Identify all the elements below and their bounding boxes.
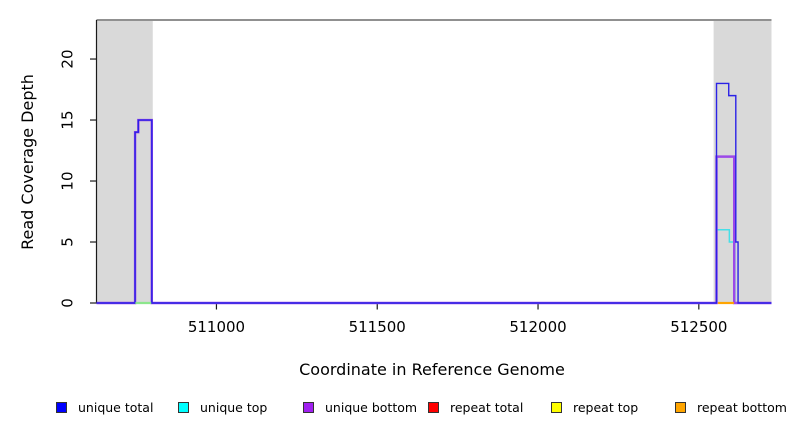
chart-legend: unique total unique top unique bottom repea…: [0, 398, 792, 420]
legend-label: unique top: [200, 399, 268, 415]
y-tick-label: 15: [59, 110, 77, 129]
series-line-unique-total: [96, 82, 772, 304]
legend-item-unique-total: unique total: [56, 398, 153, 416]
y-tick-label: 0: [59, 298, 77, 308]
x-axis-title: Coordinate in Reference Genome: [299, 360, 565, 379]
legend-item-repeat-bottom: repeat bottom: [675, 398, 787, 416]
legend-label: repeat bottom: [697, 399, 787, 415]
masked-region-0: [96, 20, 153, 303]
legend-item-unique-bottom: unique bottom: [303, 398, 417, 416]
y-tick-label: 10: [59, 171, 77, 190]
legend-swatch: [551, 401, 562, 413]
x-tick-label: 512500: [670, 318, 727, 336]
legend-item-unique-top: unique top: [178, 398, 267, 416]
legend-swatch: [178, 401, 189, 413]
y-tick-label: 5: [59, 237, 77, 247]
legend-label: repeat total: [450, 399, 524, 415]
legend-label: repeat top: [573, 399, 639, 415]
legend-label: unique bottom: [325, 399, 418, 415]
masked-region-1: [713, 20, 772, 303]
legend-swatch: [428, 401, 439, 413]
legend-item-repeat-top: repeat top: [551, 398, 638, 416]
legend-item-repeat-total: repeat total: [428, 398, 523, 416]
legend-swatch: [56, 401, 67, 413]
series-line-unique-bottom: [96, 118, 772, 305]
series-line-unique-top: [96, 229, 772, 304]
x-tick-label: 512000: [509, 318, 566, 336]
x-tick-label: 511000: [188, 318, 245, 336]
y-tick-label: 20: [59, 49, 77, 68]
y-axis-title: Read Coverage Depth: [18, 74, 37, 250]
legend-label: unique total: [78, 399, 154, 415]
legend-swatch: [675, 401, 686, 413]
legend-swatch: [303, 401, 314, 413]
x-tick-label: 511500: [349, 318, 406, 336]
